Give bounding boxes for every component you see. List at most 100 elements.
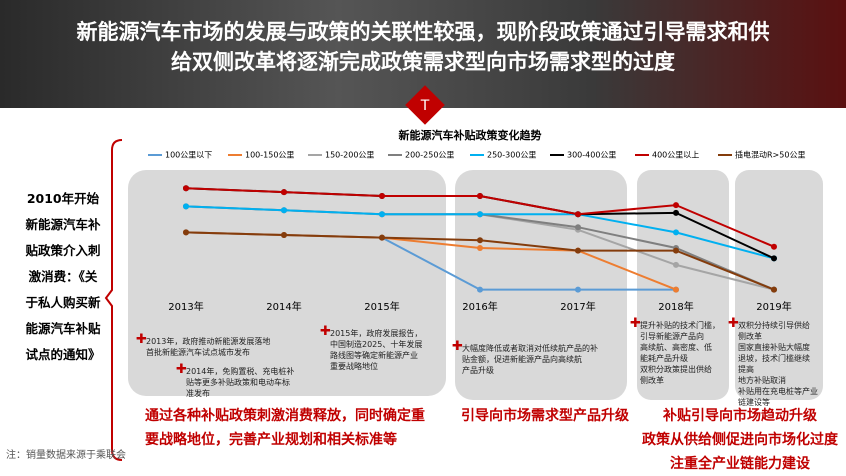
x-tick-label: 2016年 [462,300,497,313]
point [673,261,679,268]
side-line: 于私人购买新 [25,295,101,310]
x-tick-label: 2015年 [364,300,399,313]
side-line: 试点的通知》 [25,347,101,362]
point [575,247,581,254]
side-text: 2010年开始 新能源汽车补 贴政策介入刺 激消费：《关 于私人购买新 能源汽车补贴 试点的… [8,186,118,368]
caption: 引导向市场需求型产品升级 [445,404,645,428]
note-line: 准发布 [186,389,210,398]
side-line: 贴政策介入刺 [25,243,101,258]
legend-label: 插电混动R>50公里 [735,150,805,160]
point [281,232,287,238]
legend-label: 400公里以上 [652,151,699,160]
point [183,203,189,210]
plus-icon: ✚ [452,339,463,354]
note-line: 首批新能源汽车试点城市发布 [146,348,250,357]
note: 2015年，政府发展报告， 中国制造2025、十年发展 路线图等确定新能源产业 重要战… [330,328,440,372]
note-line: 大幅度降低或者取消对低续航产品的补 [462,344,598,353]
point [771,255,777,262]
panel [735,170,823,400]
point [379,193,385,199]
caption: 通过各种补贴政策刺激消费释放，同时确定重 要战略地位，完善产业规划和相关标准等 [145,404,455,452]
side-line: 激消费：《关 [28,269,98,284]
point [575,211,581,218]
point [379,211,385,218]
note-line: 提升补贴的技术门槛， [640,321,720,330]
side-line: 能源汽车补贴 [25,321,101,336]
note-line: 地方补贴取消 [738,376,786,385]
note-line: 重要战略地位 [330,362,378,371]
legend-label: 150-200公里 [325,151,374,160]
point [673,286,679,293]
note: 2013年，政府推动新能源发展落地 首批新能源汽车试点城市发布 [146,336,311,358]
legend-label: 300-400公里 [567,151,616,160]
panel [128,170,446,396]
legend-label: 250-300公里 [487,151,536,160]
x-tick-label: 2013年 [168,300,203,313]
x-tick-label: 2019年 [756,300,791,313]
point [673,209,679,216]
note-line: 国家直接补贴大幅度 [738,343,810,352]
x-tick-label: 2014年 [266,300,301,313]
point [575,286,581,293]
point [183,229,189,236]
footer: 注：销量数据来源于乘联会 [6,450,126,461]
note-line: 双积分政策提出供给 [640,365,712,374]
plus-icon: ✚ [176,362,187,377]
note: 双积分持续引导供给 侧改革国家直接补贴大幅度 退坡，技术门槛继续 提高地方补贴取消补贴… [738,320,823,408]
note: 大幅度降低或者取消对低续航产品的补 贴金额，促进新能源产品向高续航 产品升级 [462,343,622,376]
plus-icon: ✚ [320,324,331,339]
note-line: 提高 [738,365,754,374]
plus-icon: ✚ [630,316,641,331]
plus-icon: ✚ [136,332,147,347]
note-line: 侧改革 [640,376,664,385]
note-line: 贴金额，促进新能源产品向高续航 [462,355,582,364]
point [673,202,679,209]
note-line: 贴等更多补贴政策和电动车标 [186,378,290,387]
point [771,286,777,293]
point [281,207,287,214]
point [477,237,483,244]
side-line: 2010年开始 [26,191,100,206]
note-line: 双积分持续引导供给 [738,321,810,330]
note-line: 侧改革 [738,332,762,341]
point [281,189,287,196]
point [477,193,483,199]
note-line: 链建设等 [738,398,770,407]
note: 提升补贴的技术门槛， 引导新能源产品向 高续航、高密度、低 能耗产品升级 双积分政策提出… [640,320,728,386]
note: 2014年，免购置税、充电桩补 贴等更多补贴政策和电动车标 准发布 [186,366,306,399]
legend-label: 100-150公里 [245,151,294,160]
point [771,243,777,250]
point [575,224,581,231]
caption: 补贴引导向市场趋动升级政策从供给侧促进向市场化过度 注重全产业链能力建设 [630,404,846,476]
title-line: 新能源汽车市场的发展与政策的关联性较强，现阶段政策通过引导需求和供 [76,20,770,44]
caption-line: 补贴引导向市场趋动升级 [663,408,817,424]
point [477,245,483,251]
plus-icon: ✚ [728,316,739,331]
point [183,185,189,192]
caption-line: 政策从供给侧促进向市场化过度 [642,432,838,448]
point [477,211,483,218]
legend-label: 200-250公里 [405,151,454,160]
caption-line: 要战略地位，完善产业规划和相关标准等 [145,432,397,448]
note-line: 2014年，免购置税、充电桩补 [186,367,295,376]
title: 新能源汽车市场的发展与政策的关联性较强，现阶段政策通过引导需求和供 给双侧改革将逐… [0,17,846,77]
caption-line: 通过各种补贴政策刺激消费释放，同时确定重 [145,408,425,424]
icon-glyph: T [420,98,430,114]
side-line: 新能源汽车补 [25,217,101,232]
point [673,229,679,236]
title-line: 给双侧改革将逐渐完成政策需求型向市场需求型的过度 [171,50,675,74]
x-tick-label: 2017年 [560,300,595,313]
note-line: 补贴用在充电桩等产业 [738,387,818,396]
note-line: 路线图等确定新能源产业 [330,351,418,360]
point [379,234,385,241]
note-line: 2013年，政府推动新能源发展落地 [146,337,271,346]
note-line: 退坡，技术门槛继续 [738,354,810,363]
point [477,286,483,293]
note-line: 引导新能源产品向 [640,332,704,341]
point [673,247,679,254]
caption-line: 注重全产业链能力建设 [670,456,810,472]
note-line: 高续航、高密度、低 [640,343,712,352]
note-line: 产品升级 [462,366,494,375]
